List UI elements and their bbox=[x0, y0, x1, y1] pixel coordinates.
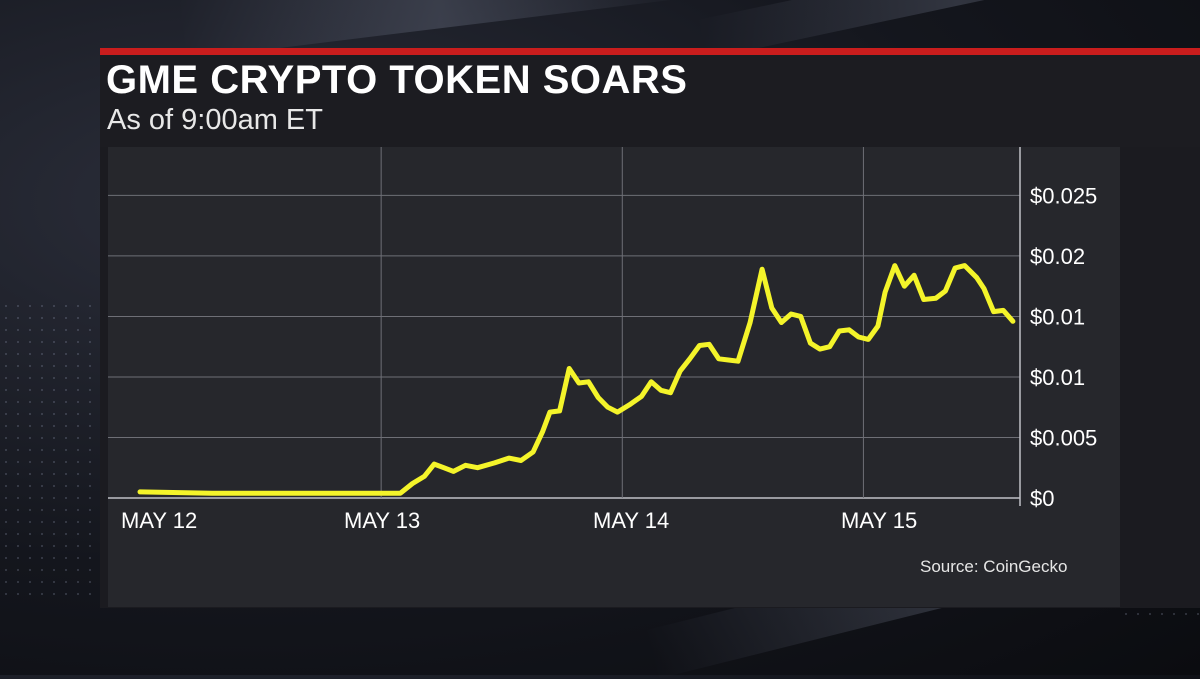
y-tick-label: $0.025 bbox=[1030, 183, 1097, 208]
chart-title: GME CRYPTO TOKEN SOARS bbox=[106, 58, 688, 102]
x-tick-label: MAY 14 bbox=[593, 508, 669, 533]
y-tick-label: $0.005 bbox=[1030, 425, 1097, 450]
y-tick-label: $0 bbox=[1030, 486, 1054, 511]
background-dots bbox=[0, 300, 110, 600]
source-note: Source: CoinGecko bbox=[920, 557, 1068, 576]
x-tick-label: MAY 12 bbox=[121, 508, 197, 533]
accent-bar bbox=[100, 48, 1200, 55]
price-line bbox=[137, 263, 1016, 496]
x-tick-label: MAY 15 bbox=[841, 508, 917, 533]
chart-subtitle: As of 9:00am ET bbox=[107, 104, 323, 136]
header bbox=[100, 55, 1200, 147]
y-tick-label: $0.01 bbox=[1030, 365, 1085, 390]
x-tick-label: MAY 13 bbox=[344, 508, 420, 533]
y-tick-label: $0.01 bbox=[1030, 304, 1085, 329]
y-tick-label: $0.02 bbox=[1030, 244, 1085, 269]
